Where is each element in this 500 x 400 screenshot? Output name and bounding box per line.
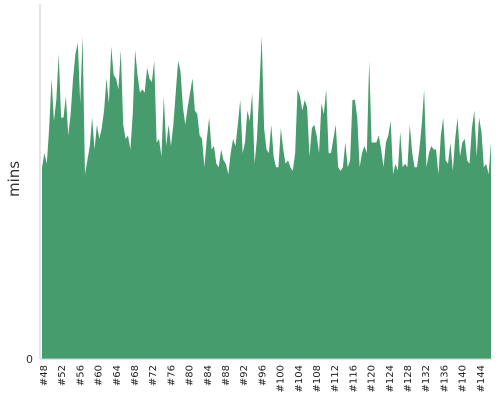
x-tick-label: #80 [185, 365, 196, 386]
x-tick-layer: #48 #52 #56 #60 #64 #68 #72 #76 #80 #84 #88 #92 #96 #… [39, 365, 487, 392]
x-tick-label: #104 [294, 365, 305, 392]
x-tick-label: #84 [203, 365, 214, 386]
x-tick-label: #56 [75, 365, 86, 386]
y-tick-label-0: 0 [26, 353, 33, 366]
x-tick-label: #72 [148, 365, 159, 386]
x-tick-label: #132 [421, 365, 432, 392]
x-tick-label: #48 [39, 365, 50, 386]
x-tick-label: #76 [166, 365, 177, 386]
x-tick-label: #92 [239, 365, 250, 386]
x-tick-label: #136 [439, 365, 450, 392]
area-series-layer [42, 35, 491, 359]
area-series [42, 35, 491, 359]
x-tick-label: #116 [348, 365, 359, 392]
x-tick-label: #120 [367, 365, 378, 392]
x-tick-label: #64 [112, 365, 123, 386]
x-tick-label: #112 [330, 365, 341, 392]
x-tick-label: #140 [458, 365, 469, 392]
x-tick-label: #60 [94, 365, 105, 386]
x-tick-label: #52 [57, 365, 68, 386]
x-tick-label: #100 [276, 365, 287, 392]
x-tick-label: #144 [476, 365, 487, 392]
x-tick-label: #108 [312, 365, 323, 392]
x-tick-label: #128 [403, 365, 414, 392]
x-tick-label: #88 [221, 365, 232, 386]
x-tick-label: #124 [385, 365, 396, 392]
x-tick-label: #96 [257, 365, 268, 386]
x-tick-label: #68 [130, 365, 141, 386]
